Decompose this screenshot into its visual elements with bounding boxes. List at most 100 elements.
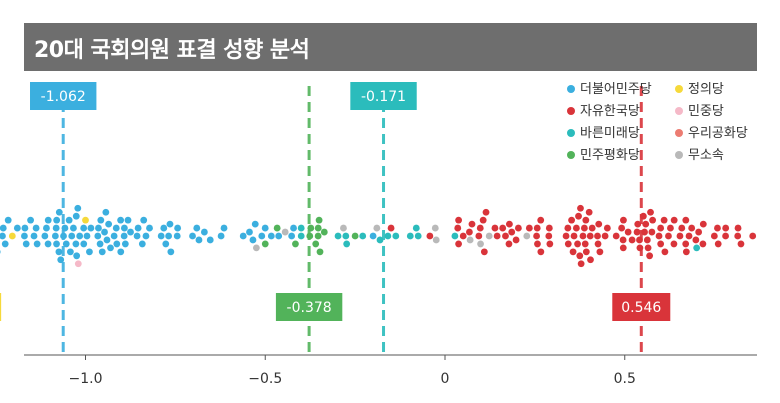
data-point	[146, 224, 153, 232]
data-point	[4, 216, 12, 224]
data-point	[714, 224, 721, 232]
data-point	[572, 224, 580, 232]
mean-label: 0.546	[621, 300, 661, 316]
data-point	[13, 224, 21, 232]
data-point	[568, 216, 575, 224]
data-point	[220, 224, 228, 232]
data-point	[596, 248, 604, 256]
data-point	[384, 232, 392, 240]
data-point	[643, 236, 651, 244]
data-point	[292, 240, 299, 248]
data-point	[65, 216, 73, 224]
data-point	[76, 232, 84, 240]
data-point	[485, 232, 493, 240]
data-point	[30, 232, 38, 240]
data-point	[101, 228, 108, 236]
data-point	[261, 240, 269, 248]
data-point	[314, 232, 322, 240]
data-point	[55, 248, 63, 256]
data-point	[586, 232, 594, 240]
data-point	[406, 232, 414, 240]
data-point	[0, 232, 6, 240]
data-point	[562, 232, 570, 240]
data-point	[624, 228, 632, 236]
data-point	[73, 252, 81, 260]
data-point	[120, 224, 128, 232]
data-point	[124, 216, 132, 224]
data-point	[61, 224, 69, 232]
data-point	[670, 216, 678, 224]
data-point	[594, 240, 602, 248]
data-point	[55, 208, 63, 216]
data-point	[43, 224, 50, 232]
data-point	[33, 240, 41, 248]
data-point	[574, 240, 581, 248]
data-point	[53, 240, 60, 248]
legend-item: 정의당	[675, 78, 724, 97]
data-point	[342, 232, 350, 240]
data-point	[267, 232, 275, 240]
data-point	[699, 240, 707, 248]
data-point	[82, 216, 89, 224]
data-point	[41, 232, 49, 240]
data-point	[87, 224, 95, 232]
data-point	[523, 232, 531, 240]
data-point	[564, 240, 572, 248]
data-point	[252, 244, 260, 252]
data-point	[505, 240, 513, 248]
data-point	[466, 236, 474, 244]
data-point	[80, 240, 88, 248]
data-point	[74, 204, 82, 212]
data-point	[173, 232, 181, 240]
data-point	[70, 224, 77, 232]
data-point	[493, 232, 501, 240]
legend-swatch	[675, 106, 683, 115]
legend-item: 바른미래당	[567, 122, 640, 141]
data-point	[142, 232, 150, 240]
data-point	[534, 240, 541, 248]
data-point	[676, 232, 684, 240]
data-point	[343, 240, 351, 248]
data-point	[579, 232, 587, 240]
data-point	[647, 208, 654, 216]
data-point	[514, 224, 522, 232]
data-point	[480, 248, 488, 256]
data-point	[634, 220, 642, 228]
data-point	[44, 240, 52, 248]
data-point	[525, 224, 533, 232]
data-point	[62, 240, 70, 248]
legend-label: 민주평화당	[580, 148, 640, 163]
data-point	[476, 224, 484, 232]
data-point	[619, 236, 627, 244]
legend-item: 민중당	[675, 100, 724, 119]
data-point	[580, 224, 588, 232]
data-point	[585, 208, 593, 216]
data-point	[454, 224, 462, 232]
data-point	[603, 224, 611, 232]
data-point	[51, 232, 59, 240]
data-point	[545, 224, 553, 232]
data-point	[72, 212, 80, 220]
data-point	[249, 236, 257, 244]
data-point	[582, 248, 590, 256]
legend-item: 민주평화당	[567, 144, 640, 163]
data-point	[314, 224, 322, 232]
data-point	[648, 228, 656, 236]
data-point	[575, 212, 582, 220]
data-point	[32, 224, 40, 232]
data-point	[112, 224, 120, 232]
x-tick-label: 0.5	[614, 371, 636, 387]
data-point	[127, 228, 134, 236]
data-point	[466, 228, 473, 236]
data-point	[95, 224, 102, 232]
data-point	[682, 248, 690, 256]
data-point	[533, 232, 540, 240]
data-point	[670, 240, 678, 248]
x-tick-label: −1.0	[69, 371, 103, 387]
data-point	[477, 240, 484, 248]
data-point	[693, 244, 701, 252]
data-point	[455, 216, 463, 224]
data-point	[387, 224, 395, 232]
data-point	[138, 240, 146, 248]
